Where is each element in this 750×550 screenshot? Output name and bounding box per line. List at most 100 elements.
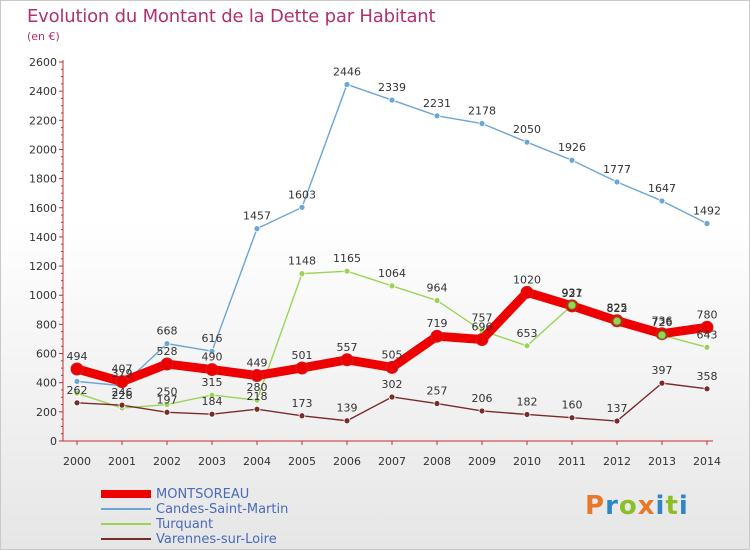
x-tick-label: 2004 bbox=[243, 455, 271, 468]
data-point-varennes-sur-loire bbox=[118, 401, 126, 409]
data-label-turquant: 643 bbox=[697, 328, 718, 341]
data-label-candes-saint-martin: 379 bbox=[112, 367, 133, 380]
data-label-varennes-sur-loire: 358 bbox=[697, 370, 718, 383]
logo-letter: i bbox=[655, 491, 666, 521]
data-label-turquant: 822 bbox=[607, 302, 628, 315]
data-label-candes-saint-martin: 2339 bbox=[378, 81, 406, 94]
legend-swatch-montsoreau bbox=[101, 490, 151, 498]
data-point-montsoreau bbox=[475, 333, 489, 347]
legend-label-montsoreau: MONTSOREAU bbox=[156, 487, 250, 502]
data-label-candes-saint-martin: 1492 bbox=[693, 205, 721, 218]
data-label-varennes-sur-loire: 137 bbox=[607, 402, 628, 415]
data-point-montsoreau bbox=[340, 353, 354, 367]
logo-letter: P bbox=[585, 491, 606, 521]
data-point-turquant bbox=[298, 270, 306, 278]
x-tick-label: 2000 bbox=[63, 455, 91, 468]
logo-letter: i bbox=[678, 491, 689, 521]
y-tick-label: 1000 bbox=[29, 289, 57, 302]
data-point-varennes-sur-loire bbox=[208, 410, 216, 418]
data-label-varennes-sur-loire: 173 bbox=[292, 397, 313, 410]
data-point-montsoreau bbox=[520, 285, 534, 299]
y-tick-label: 1600 bbox=[29, 202, 57, 215]
data-point-candes-saint-martin bbox=[568, 156, 576, 164]
data-point-turquant bbox=[343, 267, 351, 275]
data-label-montsoreau: 528 bbox=[157, 345, 178, 358]
chart-title: Evolution du Montant de la Dette par Hab… bbox=[27, 6, 436, 27]
legend-label-turquant: Turquant bbox=[156, 517, 214, 532]
data-point-montsoreau bbox=[115, 375, 129, 389]
data-label-turquant: 250 bbox=[157, 386, 178, 399]
data-point-varennes-sur-loire bbox=[433, 400, 441, 407]
data-point-varennes-sur-loire bbox=[343, 417, 351, 425]
y-tick-label: 200 bbox=[36, 406, 57, 419]
data-label-montsoreau: 719 bbox=[427, 317, 448, 330]
data-point-turquant bbox=[433, 297, 441, 304]
data-point-candes-saint-martin bbox=[298, 203, 306, 211]
logo-letter: x bbox=[637, 491, 656, 521]
y-tick-label: 400 bbox=[36, 377, 57, 390]
data-point-candes-saint-martin bbox=[523, 138, 531, 146]
data-point-turquant-overlay bbox=[657, 330, 667, 340]
data-point-turquant bbox=[253, 396, 261, 404]
legend-swatch-candes bbox=[101, 508, 151, 510]
legend-label-varennes: Varennes-sur-Loire bbox=[156, 532, 277, 547]
data-point-varennes-sur-loire bbox=[388, 393, 396, 401]
data-label-candes-saint-martin: 2178 bbox=[468, 105, 496, 118]
y-tick-label: 1200 bbox=[29, 260, 57, 273]
data-label-candes-saint-martin: 1603 bbox=[288, 188, 316, 201]
data-label-candes-saint-martin: 616 bbox=[202, 332, 223, 345]
data-label-montsoreau: 696 bbox=[472, 321, 493, 334]
legend-label-candes: Candes-Saint-Martin bbox=[156, 502, 289, 517]
x-tick-label: 2006 bbox=[333, 455, 361, 468]
data-point-montsoreau bbox=[700, 320, 714, 334]
data-point-candes-saint-martin bbox=[658, 197, 666, 205]
data-point-turquant bbox=[73, 389, 81, 397]
x-tick-label: 2012 bbox=[603, 455, 631, 468]
data-label-montsoreau: 449 bbox=[247, 357, 268, 370]
x-tick-label: 2009 bbox=[468, 455, 496, 468]
x-tick-label: 2007 bbox=[378, 455, 406, 468]
data-point-turquant-overlay bbox=[567, 300, 577, 310]
data-label-turquant: 226 bbox=[112, 389, 133, 402]
y-tick-label: 2000 bbox=[29, 143, 57, 156]
data-point-candes-saint-martin bbox=[253, 225, 261, 233]
y-tick-label: 1800 bbox=[29, 173, 57, 186]
data-label-varennes-sur-loire: 182 bbox=[517, 395, 538, 408]
data-label-montsoreau: 1020 bbox=[513, 273, 541, 286]
x-tick-label: 2010 bbox=[513, 455, 541, 468]
y-tick-label: 0 bbox=[50, 435, 57, 448]
x-tick-label: 2003 bbox=[198, 455, 226, 468]
x-tick-label: 2013 bbox=[648, 455, 676, 468]
data-point-turquant bbox=[208, 391, 216, 399]
data-label-montsoreau: 780 bbox=[697, 308, 718, 321]
data-point-varennes-sur-loire bbox=[478, 407, 486, 415]
y-tick-label: 2200 bbox=[29, 114, 57, 127]
data-label-turquant: 964 bbox=[427, 281, 448, 294]
data-point-candes-saint-martin bbox=[703, 220, 711, 227]
data-label-candes-saint-martin: 1647 bbox=[648, 182, 676, 195]
data-point-montsoreau bbox=[295, 361, 309, 375]
data-label-varennes-sur-loire: 246 bbox=[112, 386, 133, 399]
legend-swatch-turquant bbox=[101, 523, 151, 525]
y-tick-label: 800 bbox=[36, 318, 57, 331]
data-label-turquant: 1148 bbox=[288, 255, 316, 268]
data-point-montsoreau bbox=[250, 369, 264, 383]
data-point-montsoreau bbox=[205, 363, 219, 377]
y-tick-label: 600 bbox=[36, 348, 57, 361]
data-label-montsoreau: 557 bbox=[337, 341, 358, 354]
x-tick-label: 2002 bbox=[153, 455, 181, 468]
data-label-turquant: 315 bbox=[202, 376, 223, 389]
data-label-montsoreau: 505 bbox=[382, 348, 403, 361]
proxiti-logo: Proxiti bbox=[585, 491, 689, 521]
logo-letter: t bbox=[665, 491, 679, 521]
logo-letter: o bbox=[618, 491, 638, 521]
data-label-varennes-sur-loire: 139 bbox=[337, 402, 358, 415]
data-point-candes-saint-martin bbox=[343, 81, 351, 88]
data-label-montsoreau: 494 bbox=[67, 350, 88, 363]
data-label-turquant: 931 bbox=[562, 286, 583, 299]
data-point-varennes-sur-loire bbox=[253, 405, 261, 413]
data-label-candes-saint-martin: 1777 bbox=[603, 163, 631, 176]
data-label-candes-saint-martin: 1926 bbox=[558, 141, 586, 154]
